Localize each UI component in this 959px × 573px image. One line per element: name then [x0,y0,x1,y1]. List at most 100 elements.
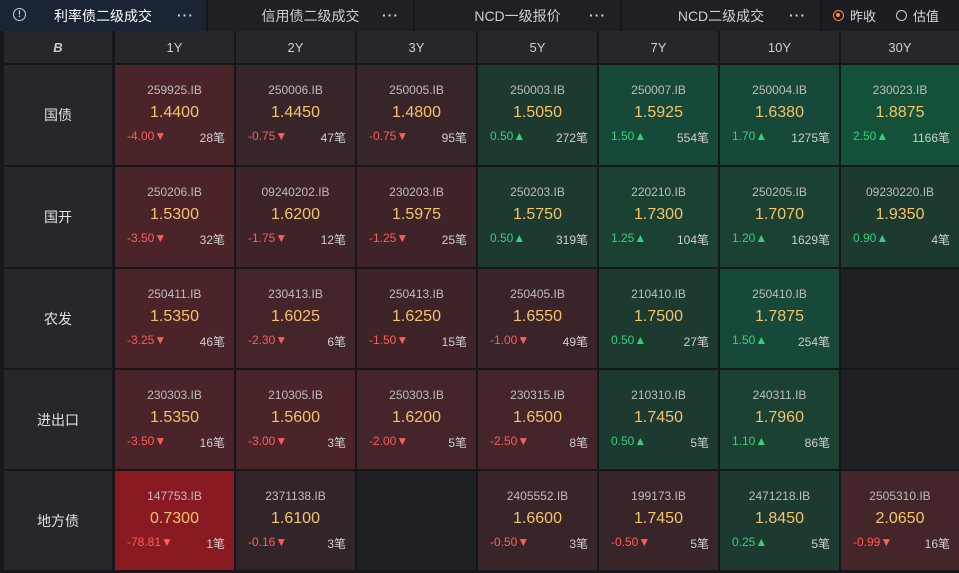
bond-cell[interactable]: 147753.IB 0.7300 -78.81▼ 1笔 [115,471,234,570]
bond-cell[interactable]: 250303.IB 1.6200 -2.00▼ 5笔 [357,370,476,469]
bond-cell[interactable]: 09230220.IB 1.9350 0.90▲ 4笔 [841,167,959,267]
trade-count: 1629笔 [791,233,830,247]
more-icon[interactable]: ··· [589,7,606,23]
bond-code: 250004.IB [752,83,807,97]
bond-cell[interactable]: 250004.IB 1.6380 1.70▲ 1275笔 [720,65,839,165]
radio-valuation[interactable]: 估值 [895,6,939,25]
bond-yield: 1.7500 [634,308,683,325]
bond-code: 210305.IB [268,388,323,402]
column-header-10y[interactable]: 10Y [720,31,839,63]
bond-cell[interactable]: 230315.IB 1.6500 -2.50▼ 8笔 [478,370,597,469]
radio-label: 估值 [912,9,939,24]
column-header-5y[interactable]: 5Y [478,31,597,63]
bond-cell[interactable]: 250413.IB 1.6250 -1.50▼ 15笔 [357,269,476,368]
more-icon[interactable]: ··· [177,7,194,23]
column-header-7y[interactable]: 7Y [599,31,718,63]
bond-yield: 1.8875 [875,104,925,121]
bond-cell[interactable]: 250003.IB 1.5050 0.50▲ 272笔 [478,65,597,165]
yield-change: -3.50▼ [127,231,167,245]
yield-change: -3.00▼ [248,434,288,448]
yield-change: 1.20▲ [732,231,768,245]
bond-cell[interactable]: 09240202.IB 1.6200 -1.75▼ 12笔 [236,167,355,267]
column-header-3y[interactable]: 3Y [357,31,476,63]
bond-cell[interactable]: 199173.IB 1.7450 -0.50▼ 5笔 [599,471,718,570]
yield-change: 1.70▲ [732,129,768,143]
column-header-2y[interactable]: 2Y [236,31,355,63]
trade-count: 3笔 [327,537,346,551]
bond-cell[interactable]: 230413.IB 1.6025 -2.30▼ 6笔 [236,269,355,368]
bond-cell[interactable]: 250405.IB 1.6550 -1.00▼ 49笔 [478,269,597,368]
bond-cell[interactable]: 2505310.IB 2.0650 -0.99▼ 16笔 [841,471,959,570]
yield-change: -0.50▼ [490,535,530,549]
bond-code: 250410.IB [752,287,807,301]
bond-yield: 1.6200 [271,206,320,223]
bond-cell[interactable]: 2405552.IB 1.6600 -0.50▼ 3笔 [478,471,597,570]
trade-count: 5笔 [448,436,467,450]
bond-cell[interactable]: 250411.IB 1.5350 -3.25▼ 46笔 [115,269,234,368]
bond-yield: 1.5050 [513,104,562,121]
trade-count: 47笔 [320,131,346,145]
yield-change: -3.50▼ [127,434,167,448]
price-basis-radio-group: 昨收 估值 [832,0,959,31]
column-header-30y[interactable]: 30Y [841,31,959,63]
brand-logo-icon: B [53,39,63,55]
bond-code: 199173.IB [631,489,686,503]
bond-cell[interactable]: 230203.IB 1.5975 -1.25▼ 25笔 [357,167,476,267]
bond-cell[interactable]: 210310.IB 1.7450 0.50▲ 5笔 [599,370,718,469]
bond-code: 250003.IB [510,83,565,97]
bond-cell[interactable]: 220210.IB 1.7300 1.25▲ 104笔 [599,167,718,267]
bond-code: 250413.IB [389,287,444,301]
bond-cell[interactable]: 250006.IB 1.4450 -0.75▼ 47笔 [236,65,355,165]
empty-cell [841,370,959,469]
trade-count: 4笔 [931,233,950,247]
bond-code: 2405552.IB [506,489,569,503]
bond-cell[interactable]: 210305.IB 1.5600 -3.00▼ 3笔 [236,370,355,469]
bond-cell[interactable]: 259925.IB 1.4400 -4.00▼ 28笔 [115,65,234,165]
bond-cell[interactable]: 250203.IB 1.5750 0.50▲ 319笔 [478,167,597,267]
tab-rates-secondary[interactable]: ! 利率债二级成交 ··· [0,0,208,31]
yield-change: -0.99▼ [853,535,893,549]
column-header-1y[interactable]: 1Y [115,31,234,63]
row-label: 地方债 [4,471,112,570]
tab-label: 信用债二级成交 [261,7,360,24]
trade-count: 5笔 [690,436,709,450]
tab-ncd-primary[interactable]: NCD一级报价 ··· [415,0,622,31]
bond-cell[interactable]: 2371138.IB 1.6100 -0.16▼ 3笔 [236,471,355,570]
yield-change: -2.00▼ [369,434,409,448]
bond-cell[interactable]: 250410.IB 1.7875 1.50▲ 254笔 [720,269,839,368]
bond-yield: 2.0650 [875,510,925,527]
bond-cell[interactable]: 250206.IB 1.5300 -3.50▼ 32笔 [115,167,234,267]
tab-label: 利率债二级成交 [54,7,152,24]
bond-yield: 1.7450 [634,409,683,426]
yield-change: 2.50▲ [853,129,889,143]
trade-count: 1166笔 [912,131,950,145]
trade-count: 3笔 [327,436,346,450]
bond-cell[interactable]: 230023.IB 1.8875 2.50▲ 1166笔 [841,65,959,165]
trade-count: 319笔 [555,233,588,247]
radio-prev-close[interactable]: 昨收 [832,6,876,25]
bond-cell[interactable]: 240311.IB 1.7960 1.10▲ 86笔 [720,370,839,469]
bond-cell[interactable]: 250007.IB 1.5925 1.50▲ 554笔 [599,65,718,165]
bond-cell[interactable]: 230303.IB 1.5350 -3.50▼ 16笔 [115,370,234,469]
bond-code: 240311.IB [752,388,807,402]
bond-yield: 1.5300 [150,206,199,223]
bond-cell[interactable]: 250005.IB 1.4800 -0.75▼ 95笔 [357,65,476,165]
more-icon[interactable]: ··· [789,7,806,23]
bond-code: 210410.IB [631,287,686,301]
more-icon[interactable]: ··· [382,7,399,23]
bond-cell[interactable]: 2471218.IB 1.8450 0.25▲ 5笔 [720,471,839,570]
bond-yield: 1.4400 [150,104,199,121]
bond-code: 250206.IB [147,185,202,199]
bond-yield: 1.6380 [755,104,804,121]
tab-ncd-secondary[interactable]: NCD二级成交 ··· [622,0,822,31]
bond-cell[interactable]: 250205.IB 1.7070 1.20▲ 1629笔 [720,167,839,267]
info-icon[interactable]: ! [13,8,26,21]
tab-credit-secondary[interactable]: 信用债二级成交 ··· [208,0,415,31]
bond-yield: 1.8450 [755,510,804,527]
bond-yield: 1.6200 [392,409,441,426]
trade-count: 254笔 [797,335,830,349]
bond-cell[interactable]: 210410.IB 1.7500 0.50▲ 27笔 [599,269,718,368]
yield-change: -1.75▼ [248,231,288,245]
yield-change: -78.81▼ [127,535,173,549]
bond-yield: 1.7450 [634,510,683,527]
